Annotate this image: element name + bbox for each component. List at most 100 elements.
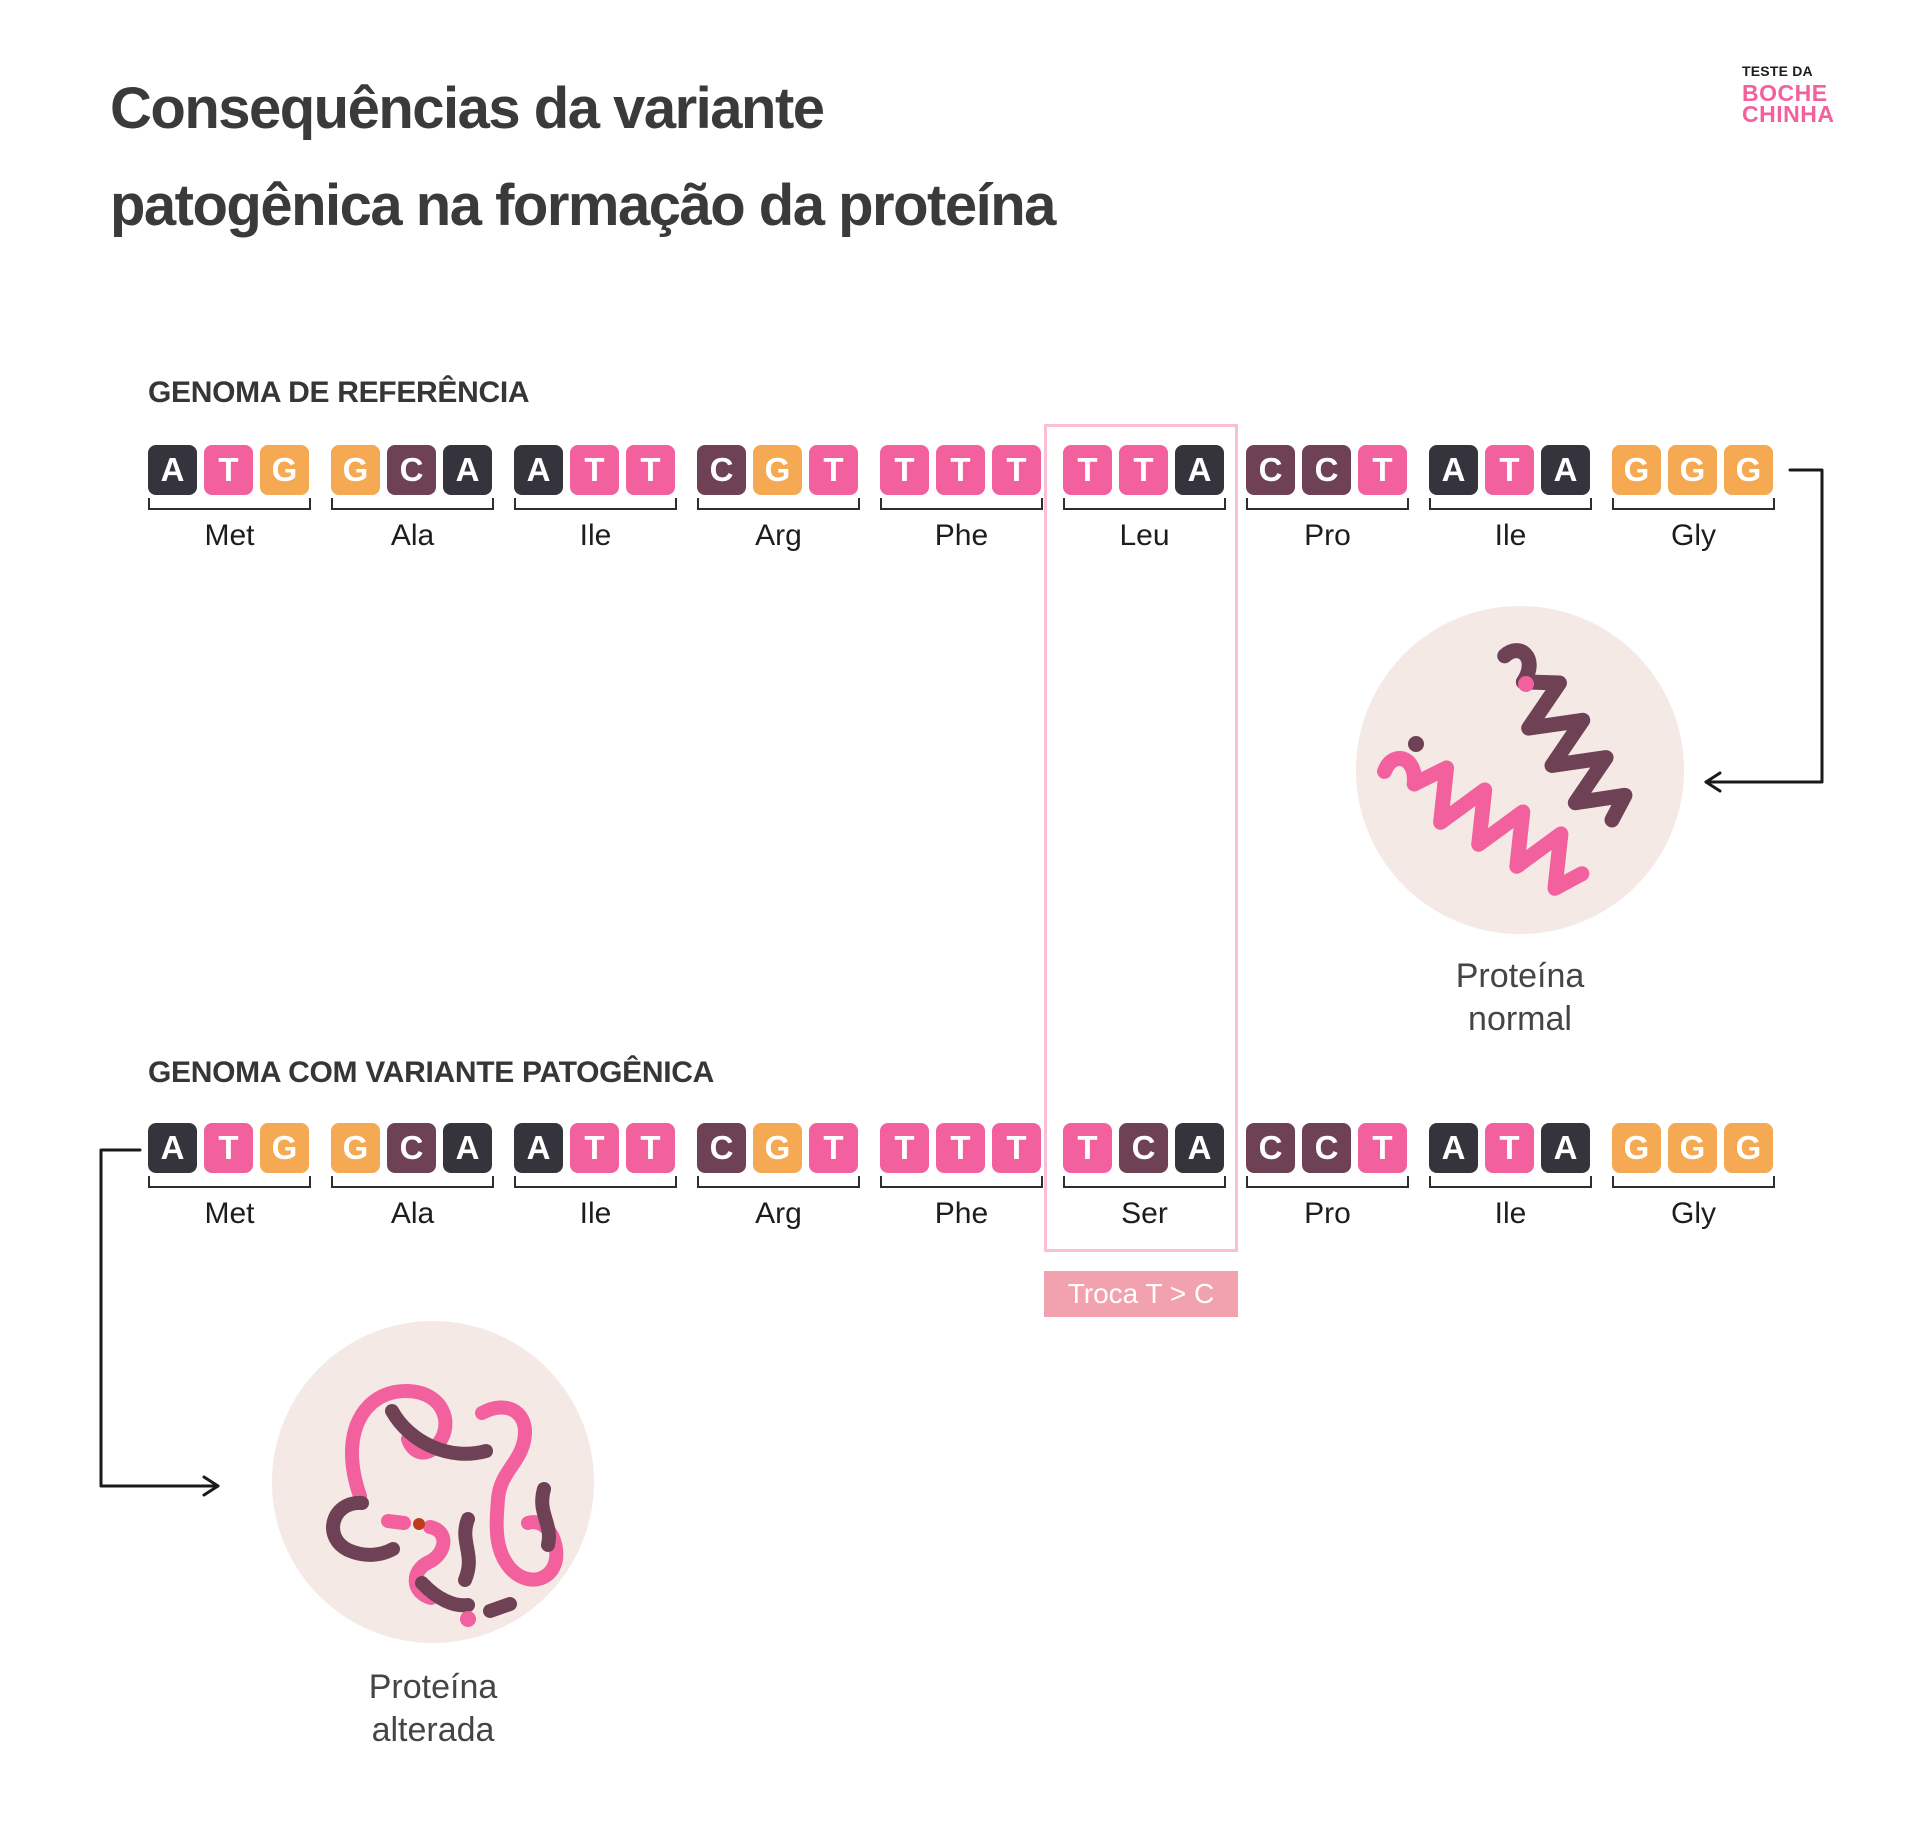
nucleotide-T: T — [626, 445, 675, 495]
codon-bracket — [148, 498, 311, 510]
nucleotide-A: A — [1429, 1123, 1478, 1173]
amino-acid-label: Gly — [1671, 1197, 1716, 1230]
nucleotide-G: G — [1668, 1123, 1717, 1173]
codon-group: G C A Ala — [331, 445, 494, 553]
amino-acid-label: Met — [204, 519, 255, 552]
nucleotide-G: G — [1668, 445, 1717, 495]
nucleotide-T: T — [570, 1123, 619, 1173]
codon-group: G G G Gly — [1612, 1123, 1775, 1231]
nucleotide-A: A — [1175, 1123, 1224, 1173]
brand-logo-top: TESTE DA — [1742, 63, 1813, 79]
normal-protein-helix-icon — [1377, 643, 1633, 896]
variant-genome-sequence: A T G Met G C A Ala A T T Ile C G T Arg T T T Phe T C A Ser C C T P… — [148, 1123, 1775, 1231]
amino-acid-label: Ser — [1121, 1197, 1168, 1230]
codon-group: T T T Phe — [880, 1123, 1043, 1231]
codon-bracket — [1429, 498, 1592, 510]
codon-bracket — [1246, 1176, 1409, 1188]
codon-group: C C T Pro — [1246, 445, 1409, 553]
nucleotide-G: G — [260, 445, 309, 495]
nucleotide-T: T — [204, 1123, 253, 1173]
codon-bracket — [331, 1176, 494, 1188]
nucleotide-T: T — [880, 445, 929, 495]
amino-acid-label: Leu — [1119, 519, 1170, 552]
codon-group: C C T Pro — [1246, 1123, 1409, 1231]
mutation-highlight-box — [1044, 424, 1238, 1252]
nucleotide-T: T — [1119, 445, 1168, 495]
nucleotide-A: A — [514, 445, 563, 495]
nucleotide-T: T — [992, 445, 1041, 495]
codon-bracket — [331, 498, 494, 510]
codon-bracket — [1429, 1176, 1592, 1188]
nucleotide-T: T — [809, 445, 858, 495]
amino-acid-label: Arg — [755, 1197, 802, 1230]
codon-group: T C A Ser — [1063, 1123, 1226, 1231]
nucleotide-C: C — [387, 1123, 436, 1173]
codon-group: A T T Ile — [514, 445, 677, 553]
swap-t-to-c-tag: Troca T > C — [1044, 1271, 1238, 1317]
altered-protein-label-line1: Proteína — [368, 1668, 498, 1706]
reference-genome-heading: GENOMA DE REFERÊNCIA — [148, 376, 530, 409]
codon-group: T T T Phe — [880, 445, 1043, 553]
nucleotide-A: A — [443, 445, 492, 495]
page-title-line1: Consequências da variante — [110, 76, 825, 141]
nucleotide-G: G — [331, 1123, 380, 1173]
page-title: Consequências da variante patogênica na … — [110, 60, 1056, 254]
altered-protein-label: Proteína alterada — [272, 1666, 594, 1752]
codon-group: A T T Ile — [514, 1123, 677, 1231]
nucleotide-T: T — [204, 445, 253, 495]
amino-acid-label: Ile — [1494, 1197, 1527, 1230]
nucleotide-G: G — [331, 445, 380, 495]
nucleotide-T: T — [992, 1123, 1041, 1173]
codon-group: A T A Ile — [1429, 445, 1592, 553]
amino-acid-label: Pro — [1304, 1197, 1351, 1230]
page-title-line2: patogênica na formação da proteína — [110, 173, 1056, 238]
codon-group: A T G Met — [148, 445, 311, 553]
codon-bracket — [1246, 498, 1409, 510]
normal-protein-label: Proteína normal — [1356, 955, 1684, 1041]
nucleotide-T: T — [936, 445, 985, 495]
codon-bracket — [514, 1176, 677, 1188]
red-dot — [413, 1518, 425, 1530]
amino-acid-label: Met — [204, 1197, 255, 1230]
altered-protein-circle — [272, 1321, 594, 1643]
normal-protein-label-line1: Proteína — [1455, 957, 1585, 995]
altered-protein-label-line2: alterada — [371, 1711, 495, 1749]
codon-bracket — [1612, 1176, 1775, 1188]
nucleotide-C: C — [1246, 1123, 1295, 1173]
codon-bracket — [148, 1176, 311, 1188]
plum-dot — [1408, 736, 1424, 752]
codon-group: G G G Gly — [1612, 445, 1775, 553]
amino-acid-label: Ile — [579, 1197, 612, 1230]
codon-bracket — [1612, 498, 1775, 510]
nucleotide-A: A — [148, 1123, 197, 1173]
nucleotide-T: T — [1358, 1123, 1407, 1173]
codon-group: T T A Leu — [1063, 445, 1226, 553]
nucleotide-G: G — [1612, 445, 1661, 495]
nucleotide-A: A — [148, 445, 197, 495]
normal-protein-circle — [1356, 606, 1684, 934]
brand-logo: TESTE DA BOCHE CHINHA — [1742, 63, 1834, 126]
nucleotide-T: T — [626, 1123, 675, 1173]
nucleotide-C: C — [697, 1123, 746, 1173]
amino-acid-label: Pro — [1304, 519, 1351, 552]
nucleotide-T: T — [1358, 445, 1407, 495]
codon-group: C G T Arg — [697, 445, 860, 553]
nucleotide-A: A — [1175, 445, 1224, 495]
nucleotide-G: G — [1612, 1123, 1661, 1173]
codon-bracket — [697, 1176, 860, 1188]
pink-dot — [1518, 676, 1534, 692]
nucleotide-T: T — [1485, 1123, 1534, 1173]
nucleotide-T: T — [936, 1123, 985, 1173]
codon-group: C G T Arg — [697, 1123, 860, 1231]
amino-acid-label: Phe — [934, 1197, 989, 1230]
nucleotide-A: A — [1541, 1123, 1590, 1173]
codon-bracket — [514, 498, 677, 510]
brand-logo-mid: BOCHE — [1742, 80, 1828, 106]
